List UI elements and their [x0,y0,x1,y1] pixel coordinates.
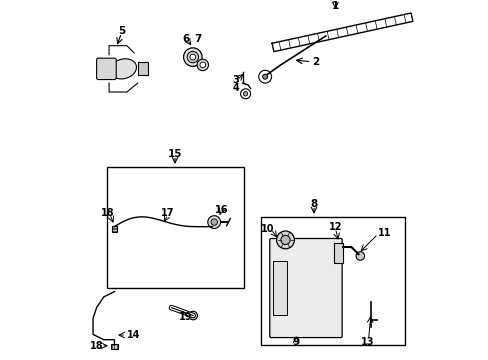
Text: 11: 11 [377,228,391,238]
Bar [111,226,117,232]
Circle shape [197,59,208,71]
Text: 9: 9 [292,337,299,347]
Text: 1: 1 [331,1,338,12]
Circle shape [183,48,202,66]
Circle shape [280,235,289,244]
Circle shape [188,311,197,320]
Bar [333,243,342,263]
Text: 6: 6 [182,33,189,44]
Text: 4: 4 [232,83,239,93]
Circle shape [207,216,220,229]
Text: 7: 7 [194,33,202,44]
Circle shape [200,62,205,68]
Circle shape [243,92,247,96]
Circle shape [258,70,271,83]
Circle shape [355,252,364,260]
Text: 10: 10 [261,224,274,234]
Circle shape [240,89,250,99]
Text: 17: 17 [161,208,174,218]
Text: 2: 2 [311,57,319,67]
FancyBboxPatch shape [97,58,116,80]
Circle shape [210,219,217,225]
Text: 16: 16 [214,204,227,215]
Text: 18: 18 [100,208,114,218]
Circle shape [276,231,294,249]
Bar [272,261,286,315]
Bar [137,62,147,75]
Ellipse shape [110,59,136,79]
Text: 19: 19 [179,312,192,322]
Text: 18: 18 [90,341,103,351]
Text: 13: 13 [360,337,373,347]
Text: 12: 12 [328,222,342,233]
Circle shape [262,74,267,79]
Text: 15: 15 [167,149,182,159]
Circle shape [189,54,195,60]
Bar [111,344,118,348]
Text: 8: 8 [310,199,317,209]
Bar [260,217,404,345]
Bar [107,167,244,288]
Text: 5: 5 [118,26,125,36]
FancyBboxPatch shape [269,238,342,338]
Text: 3: 3 [232,75,239,85]
Text: 14: 14 [126,330,140,340]
Circle shape [187,51,198,63]
